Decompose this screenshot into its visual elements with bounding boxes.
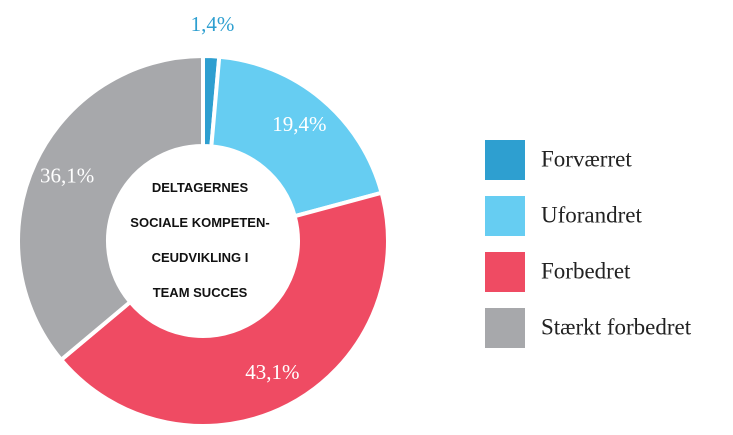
value-label: 36,1%	[40, 163, 94, 187]
value-label: 19,4%	[272, 112, 326, 136]
center-text: CEUDVIKLING I	[152, 250, 249, 265]
legend-label: Uforandret	[541, 202, 643, 227]
center-text: TEAM SUCCES	[153, 285, 248, 300]
value-label: 43,1%	[245, 360, 299, 384]
legend-swatch	[485, 252, 525, 292]
center-text: SOCIALE KOMPETEN-	[130, 215, 269, 230]
donut-hole	[108, 146, 298, 336]
legend-swatch	[485, 140, 525, 180]
legend-label: Forværret	[541, 146, 632, 171]
legend-swatch	[485, 196, 525, 236]
legend-label: Stærkt forbedret	[541, 314, 692, 339]
center-text: DELTAGERNES	[152, 180, 249, 195]
legend-swatch	[485, 308, 525, 348]
legend-label: Forbedret	[541, 258, 631, 283]
value-label: 1,4%	[191, 12, 235, 36]
